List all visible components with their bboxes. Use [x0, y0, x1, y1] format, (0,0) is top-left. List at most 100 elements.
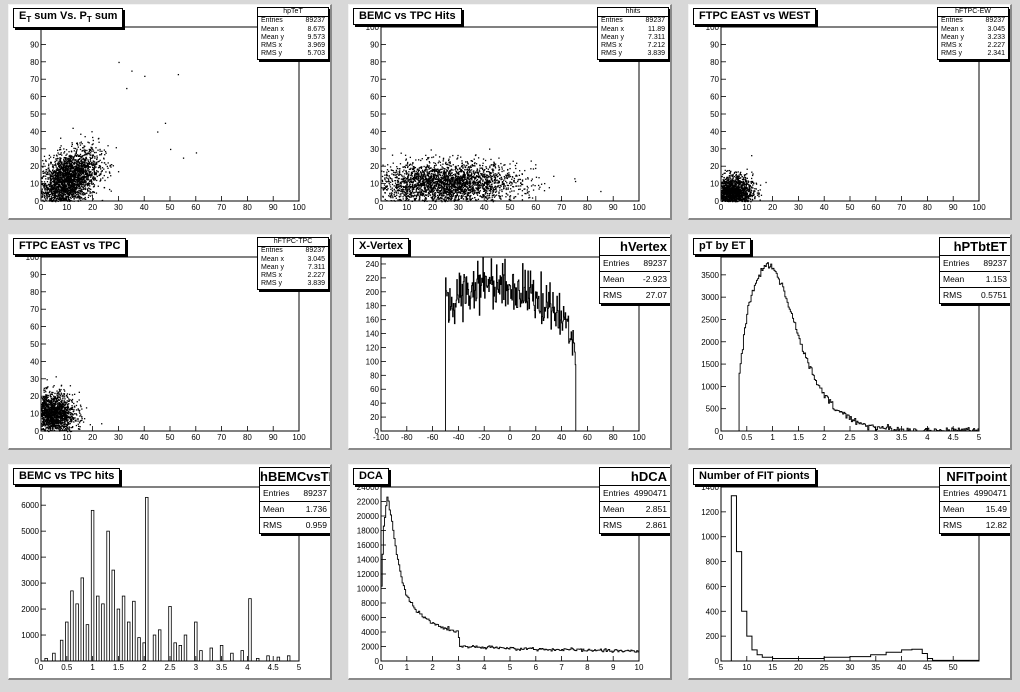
scatter-point	[455, 195, 457, 198]
scatter-point	[421, 178, 424, 180]
scatter-point	[463, 164, 465, 166]
scatter-point	[99, 159, 101, 161]
scatter-point	[406, 188, 408, 191]
scatter-point	[82, 179, 84, 181]
scatter-point	[65, 157, 68, 159]
scatter-point	[425, 177, 427, 180]
scatter-point	[441, 192, 443, 195]
scatter-point	[56, 183, 58, 185]
scatter-point	[498, 186, 501, 189]
scatter-point	[75, 174, 77, 176]
scatter-point	[87, 176, 89, 178]
scatter-point	[424, 186, 426, 188]
scatter-point	[469, 190, 472, 192]
scatter-point	[459, 170, 462, 172]
scatter-point	[473, 180, 475, 182]
scatter-point	[93, 167, 95, 169]
scatter-point	[458, 176, 461, 179]
scatter-point	[420, 178, 423, 180]
scatter-point	[89, 173, 91, 175]
y-tick-label: 20	[370, 162, 379, 171]
scatter-point	[477, 186, 479, 188]
scatter-point	[476, 193, 478, 195]
scatter-point	[501, 189, 503, 191]
scatter-point	[426, 174, 428, 176]
scatter-point	[459, 186, 461, 188]
scatter-point	[430, 196, 432, 199]
scatter-point	[95, 162, 98, 165]
scatter-point	[91, 154, 94, 156]
scatter-point	[416, 169, 418, 171]
scatter-point	[412, 162, 414, 164]
scatter-point	[65, 197, 67, 200]
y-tick-label: 80	[30, 58, 39, 67]
scatter-point	[53, 188, 55, 190]
scatter-point	[76, 165, 78, 167]
scatter-point	[44, 189, 46, 191]
scatter-point	[489, 171, 491, 174]
scatter-point	[412, 181, 414, 183]
scatter-point	[100, 153, 103, 155]
scatter-point	[52, 184, 54, 186]
scatter-point	[73, 150, 75, 152]
scatter-point	[94, 177, 96, 179]
scatter-point	[117, 171, 120, 173]
scatter-point	[69, 168, 72, 170]
scatter-point	[85, 171, 87, 173]
scatter-point	[427, 174, 430, 176]
scatter-point	[406, 172, 408, 174]
scatter-point	[423, 173, 426, 175]
scatter-point	[467, 188, 469, 190]
scatter-point	[472, 188, 475, 190]
scatter-point	[443, 175, 445, 178]
scatter-point	[460, 197, 462, 199]
scatter-point	[512, 160, 514, 162]
scatter-point	[51, 178, 53, 180]
scatter-point	[390, 194, 393, 196]
scatter-point	[69, 155, 71, 157]
scatter-point	[396, 166, 398, 168]
scatter-point	[58, 188, 60, 190]
scatter-point	[507, 176, 510, 178]
scatter-point	[58, 185, 60, 188]
scatter-point	[444, 192, 446, 195]
scatter-point	[80, 176, 82, 179]
scatter-point	[394, 179, 396, 182]
scatter-point	[458, 185, 461, 187]
scatter-point	[71, 187, 73, 190]
scatter-point	[513, 190, 515, 192]
scatter-point	[383, 171, 385, 173]
scatter-point	[422, 177, 424, 179]
scatter-point	[71, 200, 73, 202]
scatter-point	[430, 191, 432, 193]
scatter-point	[400, 199, 402, 201]
scatter-point	[63, 148, 65, 150]
scatter-point	[455, 165, 457, 168]
scatter-point	[410, 181, 412, 183]
scatter-point	[434, 188, 436, 190]
scatter-point	[50, 183, 52, 185]
scatter-point	[511, 183, 513, 185]
scatter-point	[91, 194, 93, 196]
scatter-point	[59, 191, 61, 193]
scatter-point	[45, 175, 47, 177]
scatter-point	[75, 184, 77, 186]
scatter-point	[435, 174, 437, 177]
scatter-point	[439, 164, 442, 166]
scatter-point	[60, 145, 62, 147]
scatter-point	[94, 161, 96, 163]
chart-title-part: T	[26, 15, 32, 25]
scatter-point	[477, 172, 479, 174]
scatter-point	[390, 196, 392, 199]
scatter-point	[413, 176, 416, 178]
scatter-point	[456, 199, 458, 201]
scatter-point	[521, 190, 524, 192]
scatter-point	[452, 164, 454, 166]
stats-label: RMS x	[601, 42, 622, 50]
scatter-point	[410, 196, 412, 198]
scatter-point	[69, 200, 71, 203]
scatter-point	[485, 200, 488, 202]
scatter-point	[432, 193, 434, 196]
scatter-point	[447, 196, 450, 199]
scatter-point	[444, 198, 446, 200]
